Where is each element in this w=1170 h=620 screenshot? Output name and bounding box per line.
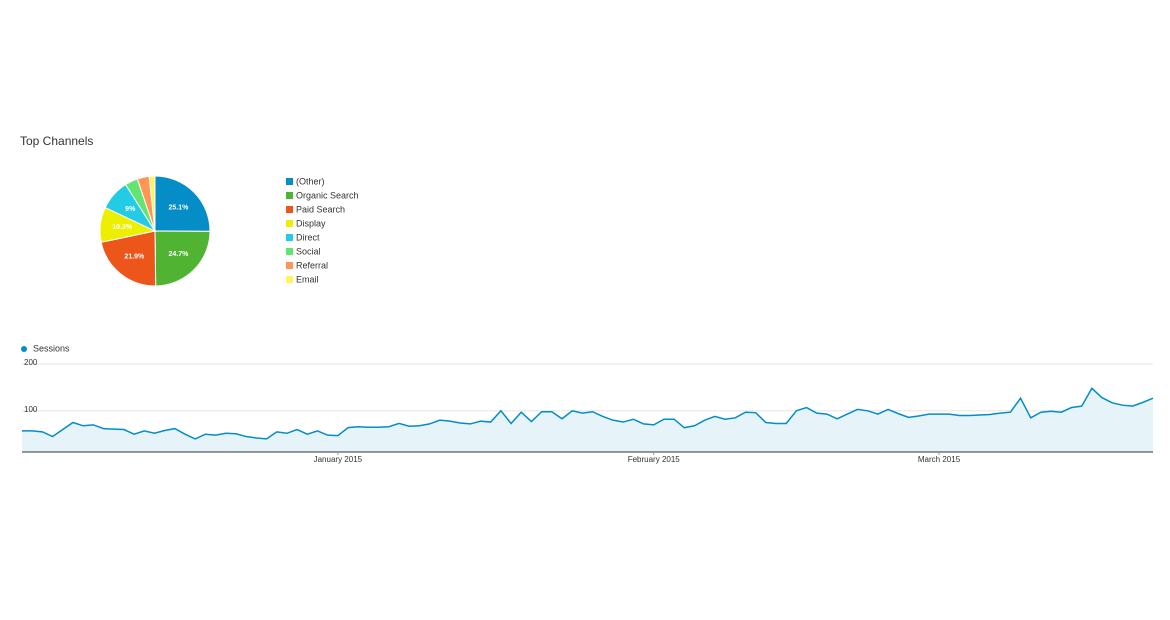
- legend-dot: [21, 346, 27, 352]
- slice-label: 24.7%: [168, 251, 189, 258]
- legend-label: Email: [296, 274, 319, 284]
- area: [22, 388, 1153, 452]
- pie-slice: [100, 230, 157, 287]
- slice-label: 10.3%: [112, 224, 133, 231]
- x-tick-label: March 2015: [918, 455, 961, 464]
- legend-swatch: [286, 220, 293, 227]
- x-tick-label: February 2015: [628, 455, 681, 464]
- legend-swatch: [286, 234, 293, 241]
- y-tick-label: 200: [24, 358, 38, 367]
- legend-swatch: [286, 262, 293, 269]
- pie-slice: [154, 230, 211, 287]
- legend-swatch: [286, 192, 293, 199]
- legend-label: Direct: [296, 232, 320, 242]
- x-tick-label: January 2015: [314, 455, 363, 464]
- legend-label: Social: [296, 246, 321, 256]
- legend-swatch: [286, 178, 293, 185]
- slice-label: 25.1%: [168, 205, 189, 212]
- legend-label: (Other): [296, 176, 325, 186]
- legend-swatch: [286, 206, 293, 213]
- legend-label: Paid Search: [296, 204, 345, 214]
- legend-label: Sessions: [33, 343, 70, 353]
- chart-title: Top Channels: [20, 134, 93, 148]
- legend-label: Referral: [296, 260, 328, 270]
- slice-label: 21.9%: [124, 254, 145, 261]
- legend-label: Display: [296, 218, 326, 228]
- pie-slice: [148, 175, 156, 232]
- legend-swatch: [286, 248, 293, 255]
- pie-slice: [154, 175, 211, 232]
- y-tick-label: 100: [24, 405, 38, 414]
- slice-label: 9%: [125, 206, 136, 213]
- legend-swatch: [286, 276, 293, 283]
- legend-label: Organic Search: [296, 190, 359, 200]
- line: [22, 387, 1154, 440]
